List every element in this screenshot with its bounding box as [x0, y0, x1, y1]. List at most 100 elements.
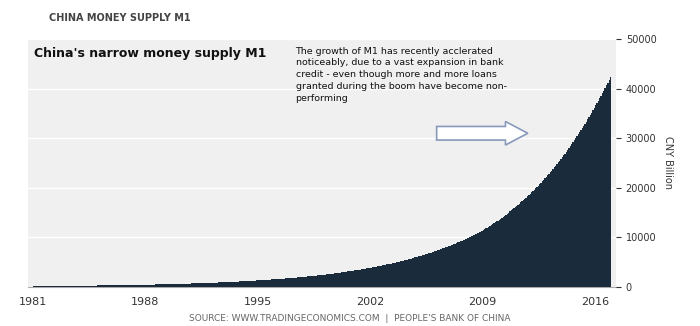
Bar	[105, 285, 106, 287]
Bar	[190, 284, 191, 287]
Bar	[115, 285, 116, 287]
Bar	[554, 167, 555, 287]
Bar	[276, 279, 278, 287]
Bar	[42, 286, 43, 287]
Bar	[227, 282, 228, 287]
Bar	[445, 247, 447, 287]
Bar	[297, 277, 298, 287]
Bar	[291, 278, 293, 287]
Bar	[501, 218, 503, 287]
Bar	[306, 276, 307, 287]
Bar	[495, 222, 496, 287]
Bar	[77, 286, 78, 287]
Bar	[253, 281, 255, 287]
Bar	[579, 132, 580, 287]
Bar	[46, 286, 48, 287]
Bar	[299, 277, 300, 287]
Bar	[366, 268, 368, 287]
Bar	[496, 221, 498, 287]
Bar	[258, 280, 259, 287]
Bar	[384, 265, 385, 287]
Bar	[55, 286, 57, 287]
Bar	[281, 279, 282, 287]
Bar	[312, 276, 313, 287]
Bar	[99, 286, 100, 287]
Bar	[97, 286, 99, 287]
Bar	[543, 180, 544, 287]
Bar	[244, 281, 246, 287]
Bar	[180, 284, 181, 287]
Bar	[610, 77, 611, 287]
Bar	[488, 227, 489, 287]
Bar	[177, 284, 178, 287]
Bar	[400, 261, 401, 287]
Bar	[326, 274, 328, 287]
Bar	[53, 286, 54, 287]
Bar	[100, 286, 101, 287]
Bar	[161, 284, 162, 287]
Bar	[232, 282, 234, 287]
Bar	[372, 267, 373, 287]
Bar	[523, 200, 524, 287]
Bar	[84, 286, 85, 287]
Bar	[463, 240, 464, 287]
Bar	[146, 285, 148, 287]
Bar	[514, 207, 516, 287]
Bar	[564, 154, 566, 287]
Bar	[66, 286, 68, 287]
Bar	[561, 157, 563, 287]
Bar	[412, 258, 413, 287]
Bar	[340, 273, 341, 287]
Bar	[90, 286, 92, 287]
Bar	[576, 136, 578, 287]
Bar	[429, 253, 430, 287]
Bar	[127, 285, 128, 287]
Bar	[430, 253, 432, 287]
Bar	[374, 267, 376, 287]
Bar	[436, 251, 437, 287]
Bar	[573, 142, 574, 287]
Bar	[132, 285, 133, 287]
Bar	[78, 286, 80, 287]
Bar	[475, 234, 476, 287]
Bar	[310, 276, 312, 287]
Bar	[65, 286, 66, 287]
Bar	[498, 220, 500, 287]
Bar	[199, 283, 200, 287]
Bar	[552, 169, 554, 287]
Bar	[524, 199, 526, 287]
Bar	[215, 283, 216, 287]
Bar	[599, 98, 601, 287]
Bar	[377, 266, 378, 287]
Bar	[591, 112, 592, 287]
Bar	[512, 209, 513, 287]
Bar	[111, 285, 112, 287]
Text: China's narrow money supply M1: China's narrow money supply M1	[34, 47, 266, 60]
Bar	[295, 277, 297, 287]
Bar	[76, 286, 77, 287]
Bar	[407, 259, 409, 287]
Bar	[321, 275, 322, 287]
Bar	[568, 148, 570, 287]
Bar	[116, 285, 117, 287]
Bar	[200, 283, 202, 287]
Bar	[461, 241, 463, 287]
Bar	[140, 285, 141, 287]
Bar	[303, 277, 304, 287]
Bar	[527, 196, 528, 287]
Bar	[391, 263, 393, 287]
Bar	[131, 285, 132, 287]
Bar	[417, 257, 419, 287]
Bar	[370, 268, 372, 287]
Bar	[178, 284, 180, 287]
Bar	[323, 275, 325, 287]
Bar	[442, 248, 444, 287]
Bar	[386, 264, 388, 287]
Bar	[62, 286, 64, 287]
Bar	[535, 188, 536, 287]
Bar	[195, 283, 196, 287]
Bar	[394, 263, 395, 287]
Bar	[290, 278, 291, 287]
Bar	[112, 285, 113, 287]
Bar	[260, 280, 262, 287]
